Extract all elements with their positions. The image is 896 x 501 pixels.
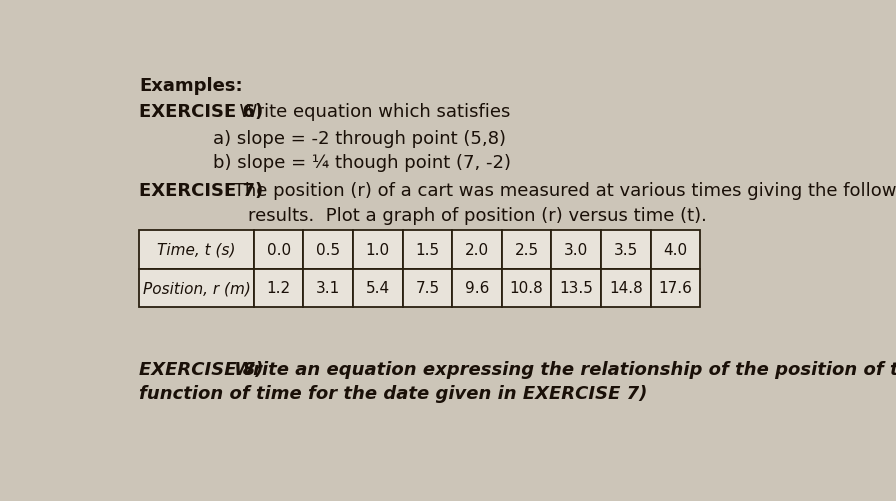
Text: 3.0: 3.0	[564, 242, 589, 258]
Text: Write equation which satisfies: Write equation which satisfies	[228, 102, 511, 120]
Text: 2.5: 2.5	[514, 242, 538, 258]
Bar	[254, 231, 304, 269]
Text: 9.6: 9.6	[465, 281, 489, 296]
Text: Position, r (m): Position, r (m)	[142, 281, 250, 296]
Text: Write an equation expressing the relationship of the position of the cart as a: Write an equation expressing the relatio…	[228, 360, 896, 378]
Bar	[139, 269, 254, 308]
Bar	[353, 269, 402, 308]
Bar	[650, 269, 701, 308]
Text: b) slope = ¼ though point (7, -2): b) slope = ¼ though point (7, -2)	[212, 154, 511, 172]
Bar	[452, 231, 502, 269]
Text: function of time for the date given in EXERCISE 7): function of time for the date given in E…	[139, 384, 648, 402]
Bar	[402, 231, 452, 269]
Text: 4.0: 4.0	[663, 242, 687, 258]
Text: EXERCISE 8): EXERCISE 8)	[139, 360, 263, 378]
Text: 0.0: 0.0	[267, 242, 290, 258]
Bar	[402, 269, 452, 308]
Bar	[353, 231, 402, 269]
Bar	[502, 269, 551, 308]
Text: 10.8: 10.8	[510, 281, 544, 296]
Text: 7.5: 7.5	[416, 281, 439, 296]
Bar	[502, 231, 551, 269]
Text: 1.0: 1.0	[366, 242, 390, 258]
Bar	[601, 269, 650, 308]
Bar	[452, 269, 502, 308]
Text: 17.6: 17.6	[659, 281, 693, 296]
Bar	[254, 269, 304, 308]
Bar	[601, 231, 650, 269]
Text: Examples:: Examples:	[139, 77, 243, 95]
Text: 3.5: 3.5	[614, 242, 638, 258]
Text: EXERCISE 6): EXERCISE 6)	[139, 102, 263, 120]
Text: 5.4: 5.4	[366, 281, 390, 296]
Text: a) slope = -2 through point (5,8): a) slope = -2 through point (5,8)	[212, 129, 505, 147]
Bar	[551, 269, 601, 308]
Bar	[650, 231, 701, 269]
Text: The position (r) of a cart was measured at various times giving the following: The position (r) of a cart was measured …	[228, 181, 896, 199]
Text: Time, t (s): Time, t (s)	[157, 242, 236, 258]
Bar	[304, 231, 353, 269]
Bar	[139, 231, 254, 269]
Text: 3.1: 3.1	[316, 281, 340, 296]
Text: results.  Plot a graph of position (r) versus time (t).: results. Plot a graph of position (r) ve…	[247, 206, 707, 224]
Text: 2.0: 2.0	[465, 242, 489, 258]
Text: 1.5: 1.5	[416, 242, 439, 258]
Bar	[304, 269, 353, 308]
Text: 1.2: 1.2	[267, 281, 290, 296]
Text: 0.5: 0.5	[316, 242, 340, 258]
Bar	[551, 231, 601, 269]
Text: EXERCISE 7): EXERCISE 7)	[139, 181, 263, 199]
Text: 13.5: 13.5	[559, 281, 593, 296]
Text: 14.8: 14.8	[609, 281, 642, 296]
